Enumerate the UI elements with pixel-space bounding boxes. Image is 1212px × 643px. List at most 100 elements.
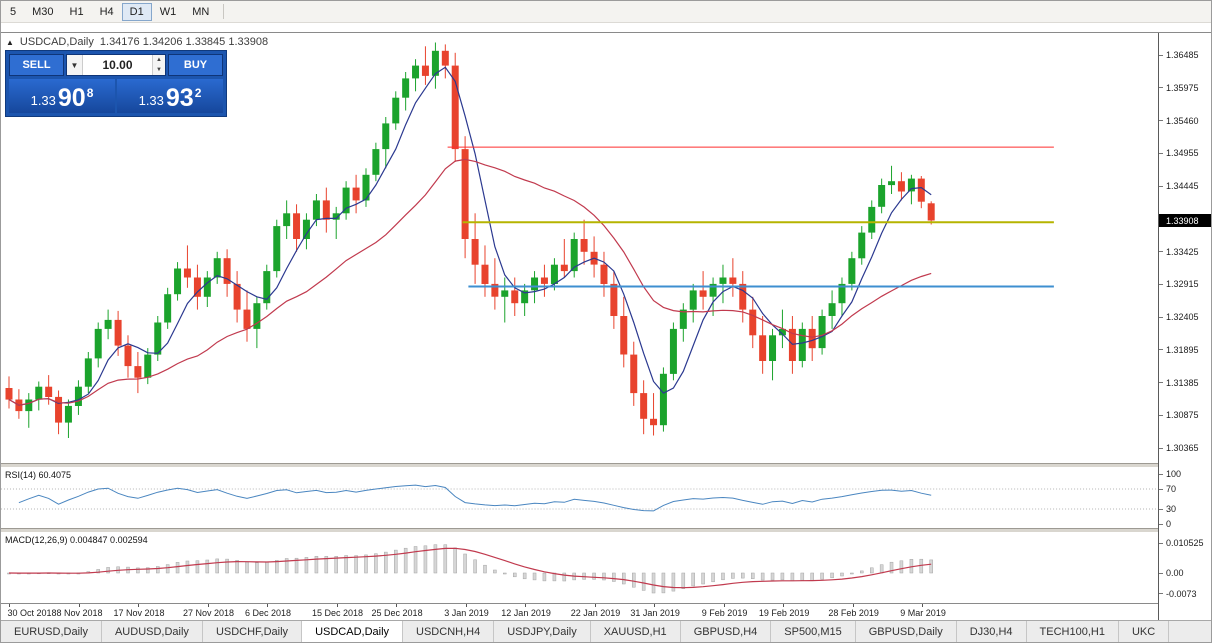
timeframe-toolbar: 5 M30 H1 H4 D1 W1 MN xyxy=(1,1,1211,23)
sell-button[interactable]: SELL xyxy=(9,54,64,76)
volume-input[interactable] xyxy=(83,55,152,75)
buy-price-main: 93 xyxy=(165,84,194,112)
chart-tab[interactable]: SP500,M15 xyxy=(771,621,856,642)
chart-tab[interactable]: USDCAD,Daily xyxy=(302,621,404,642)
spinner-up-icon[interactable]: ▲ xyxy=(156,57,162,63)
timeframe-button[interactable]: H4 xyxy=(92,3,122,21)
date-tick xyxy=(138,604,139,607)
date-label: 31 Jan 2019 xyxy=(630,608,680,618)
date-tick xyxy=(465,604,467,607)
chart-ohlc-values: 1.34176 1.34206 1.33845 1.33908 xyxy=(99,36,269,48)
date-label: 27 Nov 2018 xyxy=(182,608,234,618)
price-scale-label: 1.31385 xyxy=(1159,378,1199,388)
current-price-badge: 1.33908 xyxy=(1159,214,1211,227)
rsi-scale-label: 70 xyxy=(1159,484,1176,494)
sell-price-main: 90 xyxy=(57,84,86,112)
date-tick xyxy=(922,604,924,607)
price-scale-label: 1.33425 xyxy=(1159,247,1199,257)
volume-spinner[interactable]: ▲ ▼ xyxy=(152,55,165,75)
price-scale-label: 1.32405 xyxy=(1159,312,1199,322)
pane-separator[interactable] xyxy=(1,463,1158,468)
chart-symbol-label: USDCAD,Daily xyxy=(19,36,94,48)
price-scale[interactable]: 1.36485 1.35975 1.35460 1.34955 1.34445 1.339… xyxy=(1159,33,1211,620)
sell-price-display[interactable]: 1.33 90 8 xyxy=(9,79,115,113)
price-scale-label: 1.34955 xyxy=(1159,148,1199,158)
date-tick xyxy=(525,604,527,607)
date-label: 15 Dec 2018 xyxy=(311,608,364,618)
timeframe-button[interactable]: D1 xyxy=(121,2,152,21)
date-label: 9 Feb 2019 xyxy=(701,608,748,618)
timeframe-button[interactable]: 5 xyxy=(2,3,24,21)
toolbar-separator xyxy=(223,4,225,19)
volume-dropdown-arrow-icon[interactable]: ▼ xyxy=(67,55,83,75)
chart-tab[interactable]: USDJPY,Daily xyxy=(494,621,591,642)
chart-ohlc-header: ▲ USDCAD,Daily 1.34176 1.34206 1.33845 1… xyxy=(6,36,268,48)
macd-scale-label: 0.010525 xyxy=(1159,538,1204,548)
macd-plot-svg xyxy=(7,544,933,594)
price-scale-label: 1.32915 xyxy=(1159,279,1199,289)
spinner-down-icon[interactable]: ▼ xyxy=(156,67,162,73)
main-chart-pane[interactable]: ▲ USDCAD,Daily 1.34176 1.34206 1.33845 1… xyxy=(1,33,1158,463)
trade-panel-prices: 1.33 90 8 1.33 93 2 xyxy=(9,79,223,113)
date-tick xyxy=(723,604,725,607)
date-label: 28 Feb 2019 xyxy=(828,608,879,618)
price-scale-label: 1.35975 xyxy=(1159,83,1199,93)
chart-top-gap xyxy=(1,23,1211,32)
date-tick xyxy=(336,604,338,607)
chart-area: ▲ USDCAD,Daily 1.34176 1.34206 1.33845 1… xyxy=(1,32,1211,620)
buy-price-prefix: 1.33 xyxy=(138,93,164,108)
rsi-pane[interactable]: RSI(14) 60.4075 xyxy=(1,468,1158,528)
date-axis[interactable]: 30 Oct 2018 8 Nov 2018 17 Nov 2018 27 Nov 2… xyxy=(1,603,1158,620)
timeframe-button[interactable]: H1 xyxy=(62,3,92,21)
chart-tab[interactable]: XAUUSD,H1 xyxy=(590,621,681,642)
rsi-label: RSI(14) 60.4075 xyxy=(5,470,72,480)
chart-tab[interactable]: USDCHF,Daily xyxy=(202,621,303,642)
timeframe-button[interactable]: MN xyxy=(184,3,217,21)
rsi-plot-svg xyxy=(1,484,1158,512)
volume-control: ▼ ▲▼ xyxy=(66,54,166,76)
sell-price-sup: 8 xyxy=(86,86,94,100)
chart-tab[interactable]: UKC xyxy=(1118,621,1170,642)
date-label: 19 Feb 2019 xyxy=(758,608,810,618)
date-tick xyxy=(207,604,209,607)
price-scale-label: 1.34445 xyxy=(1159,181,1199,191)
chart-tab[interactable]: USDCNH,H4 xyxy=(403,621,495,642)
date-tick xyxy=(654,604,656,607)
rsi-scale-label: 100 xyxy=(1159,469,1181,479)
price-scale-label: 1.36485 xyxy=(1159,50,1199,60)
buy-price-sup: 2 xyxy=(194,86,202,100)
trade-panel-controls: SELL ▼ ▲▼ BUY xyxy=(9,54,223,76)
price-scale-label: 1.30365 xyxy=(1159,443,1199,453)
date-label: 6 Dec 2018 xyxy=(245,608,292,618)
timeframe-button[interactable]: M30 xyxy=(24,3,61,21)
chart-tab[interactable]: GBPUSD,H4 xyxy=(680,621,772,642)
price-scale-label: 1.31895 xyxy=(1159,345,1199,355)
chart-tab[interactable]: TECH100,H1 xyxy=(1026,621,1119,642)
macd-label: MACD(12,26,9) 0.004847 0.002594 xyxy=(5,535,148,545)
timeframe-button[interactable]: W1 xyxy=(152,3,185,21)
chart-tab[interactable]: DJ30,H4 xyxy=(956,621,1027,642)
macd-scale-label: 0.00 xyxy=(1159,568,1184,578)
date-label: 3 Jan 2019 xyxy=(444,608,489,618)
chart-tab[interactable]: EURUSD,Daily xyxy=(1,621,102,642)
date-tick xyxy=(594,604,596,607)
date-label: 9 Mar 2019 xyxy=(900,608,946,618)
date-tick xyxy=(9,604,10,607)
pane-separator[interactable] xyxy=(1,528,1158,533)
buy-price-display[interactable]: 1.33 93 2 xyxy=(117,79,223,113)
chart-tab-bar: EURUSD,Daily AUDUSD,Daily USDCHF,Daily USDC… xyxy=(1,620,1211,642)
date-label: 8 Nov 2018 xyxy=(56,608,103,618)
chart-tab[interactable]: AUDUSD,Daily xyxy=(101,621,203,642)
collapse-trade-panel-icon[interactable]: ▲ xyxy=(6,37,14,47)
chart-tab[interactable]: GBPUSD,Daily xyxy=(855,621,957,642)
main-plot-svg xyxy=(5,42,1054,438)
macd-pane[interactable]: MACD(12,26,9) 0.004847 0.002594 xyxy=(1,533,1158,603)
buy-button[interactable]: BUY xyxy=(168,54,223,76)
plot-column: ▲ USDCAD,Daily 1.34176 1.34206 1.33845 1… xyxy=(1,33,1159,620)
sell-price-prefix: 1.33 xyxy=(30,93,56,108)
date-tick xyxy=(396,604,398,607)
date-tick xyxy=(852,604,854,607)
price-scale-label: 1.35460 xyxy=(1159,116,1199,126)
